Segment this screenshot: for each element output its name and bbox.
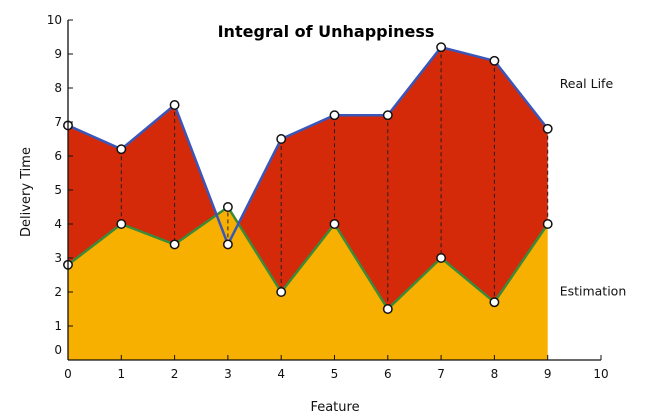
x-tick-label: 4 [277,367,285,381]
y-tick-label: 5 [54,183,62,197]
y-tick-label: 8 [54,81,62,95]
x-tick-label: 9 [544,367,552,381]
real-life-point [222,239,233,250]
x-tick-label: 7 [437,367,445,381]
plot-area [63,42,553,360]
x-tick-label: 3 [224,367,232,381]
x-tick-label: 5 [331,367,339,381]
real-life-point [329,110,340,121]
estimation-point [436,253,447,263]
real-life-line [67,45,549,246]
real-life-point [382,110,393,121]
y-tick-label: 6 [54,149,62,163]
estimation-area [68,207,548,360]
unhappiness-area [68,105,217,265]
annotations: Real Life Estimation [560,76,627,298]
estimation-point [169,239,180,250]
y-tick-label: 2 [54,285,62,299]
series-label: Real Life [560,76,614,91]
unhappiness-area [238,47,548,309]
x-tick-label: 1 [117,367,125,381]
y-tick-label: 4 [54,217,62,231]
real-life-point [542,123,553,134]
y-tick-label: 9 [54,47,62,61]
x-axis-label: Feature [310,400,359,415]
y-tick-label: 0 [54,343,62,357]
x-tick-label: 8 [491,367,499,381]
x-tick-label: 0 [64,367,72,381]
estimation-point [116,219,127,229]
y-tick-label: 1 [54,319,62,333]
y-axis-label: Delivery Time [19,147,34,237]
real-life-point [436,42,447,53]
x-tick-label: 10 [593,367,608,381]
estimation-point [489,297,500,308]
estimation-line [67,205,549,311]
real-life-point [169,100,180,110]
x-tick-label: 6 [384,367,392,381]
series-label: Estimation [560,283,627,298]
axes: 0 1 2 3 4 5 6 7 8 9 10 0 1 2 3 4 5 6 7 8 9 10 [47,13,609,381]
real-life-point [489,55,500,66]
estimation-point [329,219,340,229]
x-tick-label: 2 [171,367,179,381]
chart-title: Integral of Unhappiness [218,22,435,41]
y-tick-label: 3 [54,251,62,265]
real-life-point [276,134,287,144]
estimation-point [542,219,553,229]
y-tick-label: 7 [54,115,62,129]
estimation-point [222,202,233,212]
estimation-point [276,287,287,297]
y-tick-label: 10 [47,13,62,27]
real-life-point [116,144,127,155]
estimation-point [382,304,393,314]
